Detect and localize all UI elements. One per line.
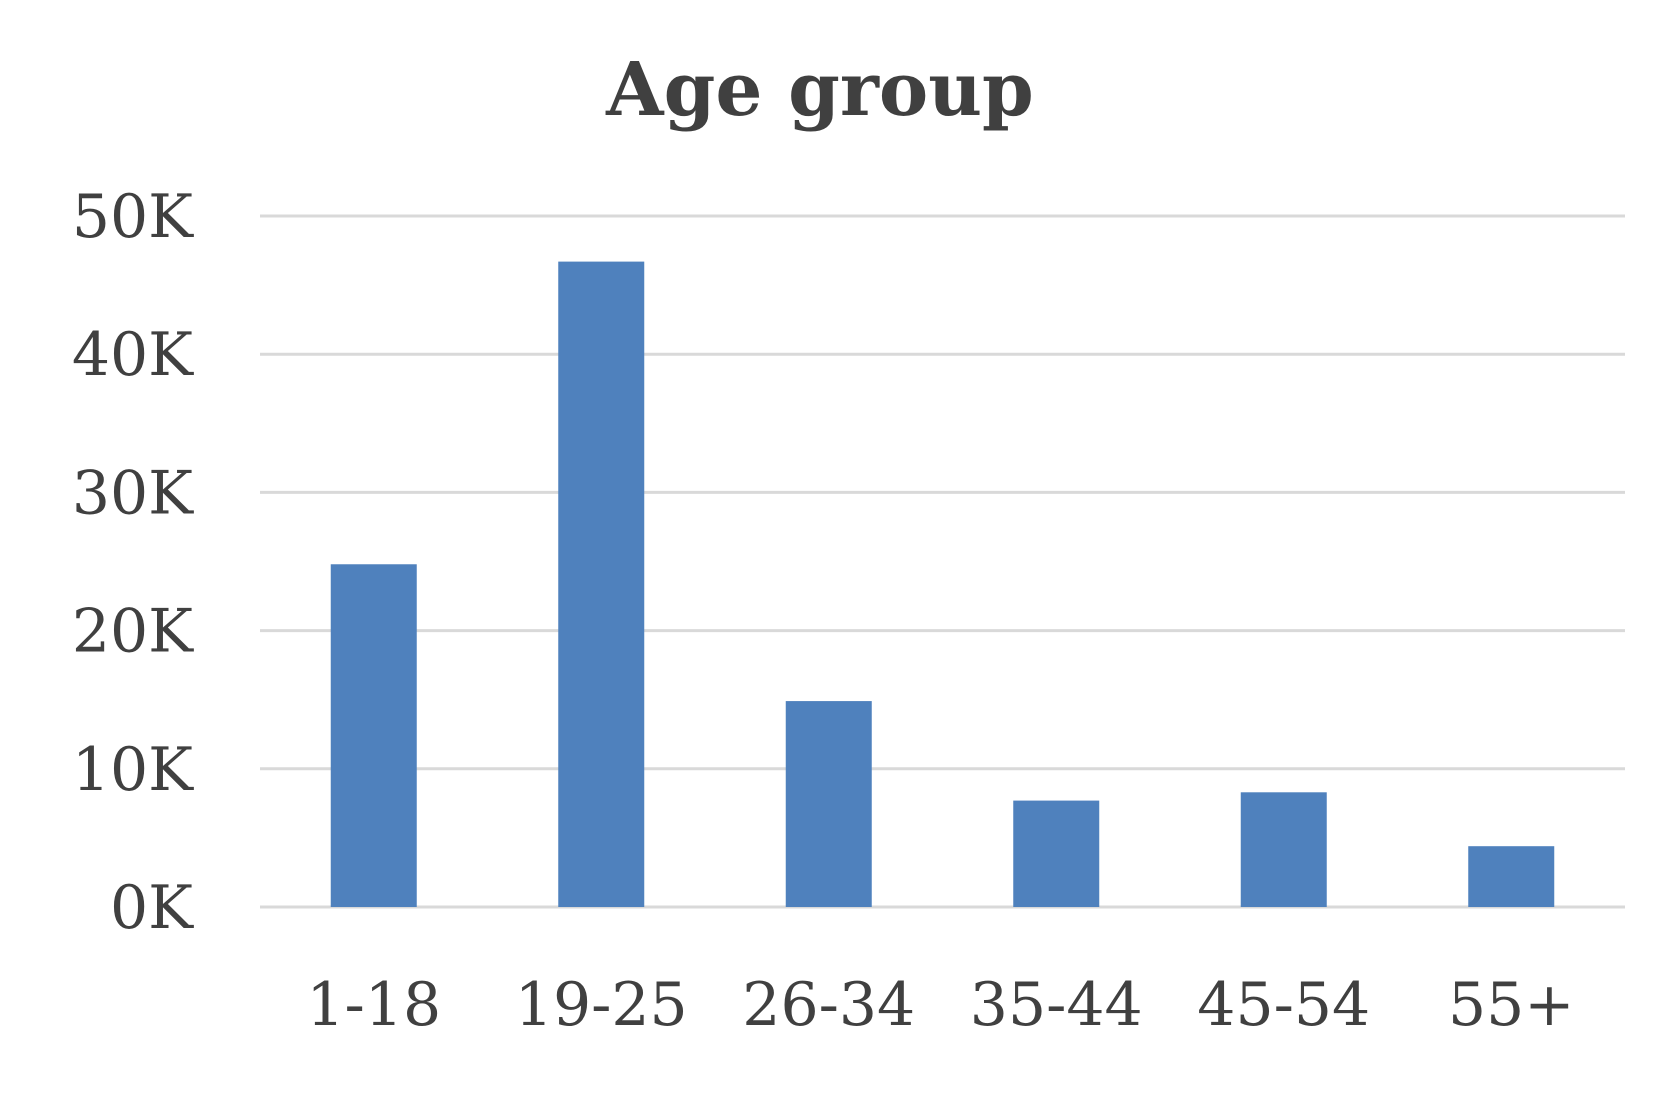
x-tick-label: 1-18: [306, 970, 441, 1040]
x-tick-label: 26-34: [742, 970, 915, 1040]
x-tick-label: 45-54: [1197, 970, 1370, 1040]
x-tick-label: 35-44: [970, 970, 1143, 1040]
chart-title: Age group: [605, 47, 1034, 133]
y-tick-label: 30K: [72, 458, 194, 528]
y-axis-tick-labels: 0K 10K 20K 30K 40K 50K: [72, 182, 194, 943]
bars: [330, 261, 1555, 908]
bar-19-25: [558, 261, 645, 908]
bar-1-18: [330, 564, 417, 907]
bar-26-34: [785, 701, 872, 907]
x-tick-label: 19-25: [515, 970, 688, 1040]
bar-45-54: [1240, 792, 1327, 907]
y-tick-label: 20K: [72, 597, 194, 667]
x-tick-label: 55+: [1448, 970, 1575, 1040]
y-tick-label: 0K: [110, 873, 194, 943]
bar-55+: [1468, 846, 1555, 907]
bar-35-44: [1013, 800, 1100, 907]
y-tick-label: 40K: [72, 320, 194, 390]
y-tick-label: 10K: [72, 735, 194, 805]
x-axis-tick-labels: 1-18 19-25 26-34 35-44 45-54 55+: [306, 970, 1574, 1040]
gridlines: [260, 214, 1625, 909]
y-tick-label: 50K: [72, 182, 194, 252]
